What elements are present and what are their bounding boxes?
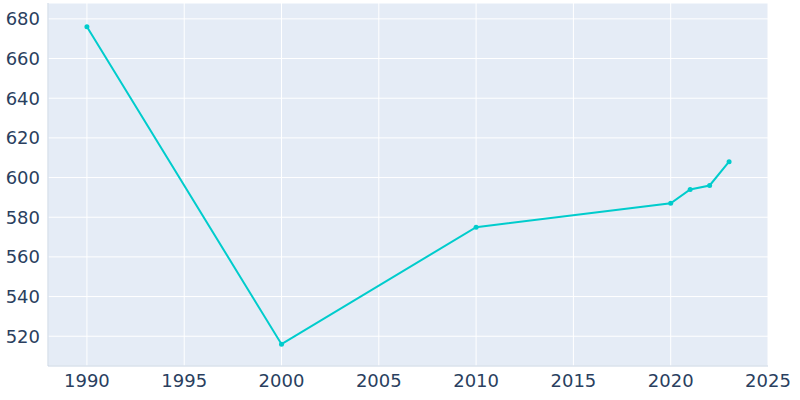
svg-text:520: 520 — [8, 326, 40, 347]
svg-text:580: 580 — [8, 207, 40, 228]
svg-text:600: 600 — [8, 167, 40, 188]
svg-text:640: 640 — [8, 88, 40, 109]
svg-text:1990: 1990 — [64, 370, 110, 391]
svg-text:680: 680 — [8, 8, 40, 29]
svg-text:2005: 2005 — [356, 370, 402, 391]
svg-text:620: 620 — [8, 127, 40, 148]
svg-text:2010: 2010 — [453, 370, 499, 391]
svg-text:540: 540 — [8, 286, 40, 307]
svg-text:560: 560 — [8, 246, 40, 267]
svg-text:2000: 2000 — [259, 370, 305, 391]
svg-text:2015: 2015 — [550, 370, 596, 391]
svg-text:1995: 1995 — [161, 370, 207, 391]
svg-text:660: 660 — [8, 48, 40, 69]
svg-text:2020: 2020 — [648, 370, 694, 391]
svg-text:2025: 2025 — [745, 370, 791, 391]
